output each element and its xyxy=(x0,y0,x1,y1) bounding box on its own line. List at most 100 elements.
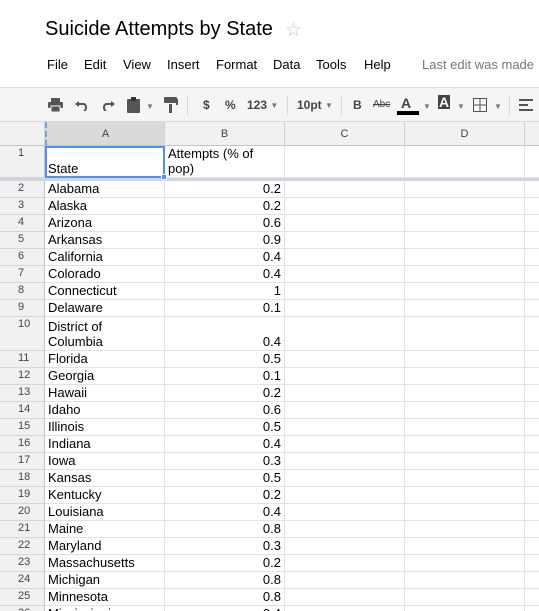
empty-cell[interactable] xyxy=(525,402,539,419)
empty-cell[interactable] xyxy=(525,470,539,487)
cell-d1[interactable] xyxy=(405,146,525,178)
state-cell[interactable]: Connecticut xyxy=(45,283,165,300)
empty-cell[interactable] xyxy=(285,232,405,249)
menu-edit[interactable]: Edit xyxy=(84,57,106,72)
bold-button[interactable]: B xyxy=(353,97,362,113)
empty-cell[interactable] xyxy=(285,572,405,589)
row-header[interactable]: 9 xyxy=(0,300,45,317)
state-cell[interactable]: Iowa xyxy=(45,453,165,470)
state-cell[interactable]: Indiana xyxy=(45,436,165,453)
menu-tools[interactable]: Tools xyxy=(316,57,346,72)
attempts-cell[interactable]: 0.8 xyxy=(165,572,285,589)
text-color-button[interactable]: A xyxy=(401,95,411,111)
row-header[interactable]: 8 xyxy=(0,283,45,300)
state-cell[interactable]: Alaska xyxy=(45,198,165,215)
empty-cell[interactable] xyxy=(285,249,405,266)
menu-view[interactable]: View xyxy=(123,57,151,72)
state-cell[interactable]: Delaware xyxy=(45,300,165,317)
attempts-cell[interactable]: 0.6 xyxy=(165,402,285,419)
print-icon[interactable] xyxy=(48,98,63,112)
empty-cell[interactable] xyxy=(405,521,525,538)
state-cell[interactable]: Colorado xyxy=(45,266,165,283)
empty-cell[interactable] xyxy=(285,215,405,232)
empty-cell[interactable] xyxy=(405,419,525,436)
state-cell[interactable]: Mississippi xyxy=(45,606,165,611)
state-cell[interactable]: District of Columbia xyxy=(45,317,165,351)
empty-cell[interactable] xyxy=(405,470,525,487)
select-all-corner[interactable] xyxy=(0,122,45,146)
cell-b1[interactable]: Attempts (% of pop) xyxy=(165,146,285,178)
attempts-cell[interactable]: 0.5 xyxy=(165,470,285,487)
column-header-d[interactable]: D xyxy=(405,122,525,146)
row-header[interactable]: 21 xyxy=(0,521,45,538)
empty-cell[interactable] xyxy=(405,606,525,611)
empty-cell[interactable] xyxy=(525,215,539,232)
empty-cell[interactable] xyxy=(405,351,525,368)
empty-cell[interactable] xyxy=(285,385,405,402)
empty-cell[interactable] xyxy=(405,266,525,283)
fill-handle[interactable] xyxy=(161,174,167,180)
empty-cell[interactable] xyxy=(405,453,525,470)
row-header[interactable]: 26 xyxy=(0,606,45,611)
empty-cell[interactable] xyxy=(285,487,405,504)
text-color-chevron-icon[interactable]: ▼ xyxy=(423,99,431,115)
empty-cell[interactable] xyxy=(525,589,539,606)
menu-help[interactable]: Help xyxy=(364,57,391,72)
state-cell[interactable]: California xyxy=(45,249,165,266)
row-header[interactable]: 17 xyxy=(0,453,45,470)
row-header[interactable]: 5 xyxy=(0,232,45,249)
row-header[interactable]: 19 xyxy=(0,487,45,504)
row-header[interactable]: 20 xyxy=(0,504,45,521)
row-header[interactable]: 2 xyxy=(0,181,45,198)
empty-cell[interactable] xyxy=(525,249,539,266)
attempts-cell[interactable]: 0.5 xyxy=(165,351,285,368)
empty-cell[interactable] xyxy=(285,300,405,317)
state-cell[interactable]: Maine xyxy=(45,521,165,538)
row-header[interactable]: 14 xyxy=(0,402,45,419)
empty-cell[interactable] xyxy=(285,181,405,198)
empty-cell[interactable] xyxy=(525,385,539,402)
empty-cell[interactable] xyxy=(285,351,405,368)
empty-cell[interactable] xyxy=(525,487,539,504)
attempts-cell[interactable]: 0.6 xyxy=(165,215,285,232)
empty-cell[interactable] xyxy=(525,555,539,572)
empty-cell[interactable] xyxy=(405,402,525,419)
attempts-cell[interactable]: 0.3 xyxy=(165,453,285,470)
empty-cell[interactable] xyxy=(525,317,539,351)
empty-cell[interactable] xyxy=(525,283,539,300)
last-edit-link[interactable]: Last edit was made xyxy=(422,57,534,72)
empty-cell[interactable] xyxy=(405,249,525,266)
number-format-button[interactable]: 123 ▼ xyxy=(247,97,278,114)
empty-cell[interactable] xyxy=(285,606,405,611)
empty-cell[interactable] xyxy=(285,589,405,606)
attempts-cell[interactable]: 0.1 xyxy=(165,368,285,385)
cell-c1[interactable] xyxy=(285,146,405,178)
attempts-cell[interactable]: 0.2 xyxy=(165,198,285,215)
empty-cell[interactable] xyxy=(285,317,405,351)
spreadsheet-grid[interactable]: A B C D 1 State Attempts (% of pop) 2 Ala… xyxy=(0,122,539,611)
align-left-icon[interactable] xyxy=(519,99,533,111)
empty-cell[interactable] xyxy=(405,504,525,521)
empty-cell[interactable] xyxy=(525,351,539,368)
empty-cell[interactable] xyxy=(285,555,405,572)
row-header[interactable]: 4 xyxy=(0,215,45,232)
attempts-cell[interactable]: 0.8 xyxy=(165,521,285,538)
empty-cell[interactable] xyxy=(405,487,525,504)
state-cell[interactable]: Louisiana xyxy=(45,504,165,521)
attempts-cell[interactable]: 0.2 xyxy=(165,487,285,504)
font-size-select[interactable]: 10pt ▼ xyxy=(297,97,333,114)
undo-icon[interactable] xyxy=(75,99,89,111)
paste-icon[interactable] xyxy=(127,97,140,113)
empty-cell[interactable] xyxy=(405,436,525,453)
currency-format-button[interactable]: $ xyxy=(203,97,210,113)
empty-cell[interactable] xyxy=(525,504,539,521)
empty-cell[interactable] xyxy=(405,555,525,572)
menu-file[interactable]: File xyxy=(47,57,68,72)
row-header[interactable]: 11 xyxy=(0,351,45,368)
row-header[interactable]: 23 xyxy=(0,555,45,572)
state-cell[interactable]: Idaho xyxy=(45,402,165,419)
document-title[interactable]: Suicide Attempts by State xyxy=(45,18,273,41)
borders-chevron-icon[interactable]: ▼ xyxy=(494,99,502,115)
empty-cell[interactable] xyxy=(285,436,405,453)
attempts-cell[interactable]: 0.4 xyxy=(165,249,285,266)
